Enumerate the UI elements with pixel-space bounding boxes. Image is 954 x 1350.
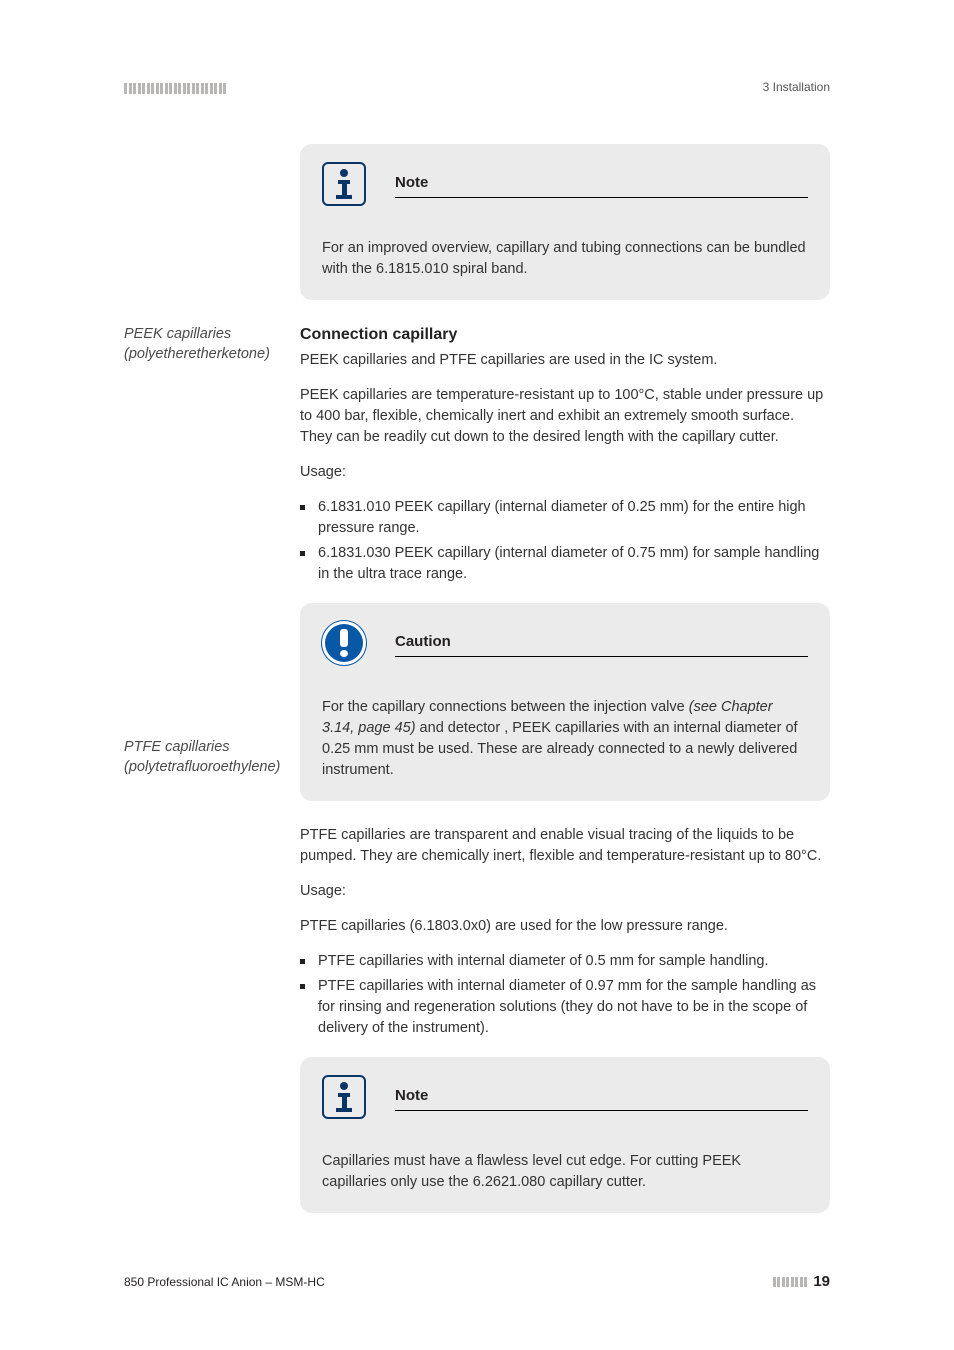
section-label: 3 Installation <box>763 80 830 94</box>
section-heading: Connection capillary <box>300 326 830 344</box>
page-header: 3 Installation <box>124 80 830 94</box>
info-icon <box>322 1075 370 1123</box>
info-icon <box>322 162 370 210</box>
list-item: PTFE capillaries with internal diameter … <box>300 951 830 972</box>
note-body: Capillaries must have a flawless level c… <box>322 1151 808 1193</box>
margin-label-peek: PEEK capillaries (polyetheretherketone) <box>124 325 289 364</box>
ptfe-description: PTFE capillaries are transparent and ena… <box>300 825 830 867</box>
peek-usage-label: Usage: <box>300 462 830 483</box>
header-decoration-bars <box>124 83 226 94</box>
note-callout: Note For an improved overview, capillary… <box>300 144 830 300</box>
margin-label-ptfe: PTFE capillaries (polytetrafluoroethylen… <box>124 738 289 777</box>
ptfe-usage-list: PTFE capillaries with internal diameter … <box>300 951 830 1039</box>
ptfe-usage-line: PTFE capillaries (6.1803.0x0) are used f… <box>300 916 830 937</box>
note-callout: Note Capillaries must have a flawless le… <box>300 1057 830 1213</box>
caution-title: Caution <box>395 633 808 650</box>
note-title: Note <box>395 174 808 191</box>
footer-decoration-bars <box>773 1277 808 1287</box>
note-title: Note <box>395 1087 808 1104</box>
caution-callout: Caution For the capillary connections be… <box>300 603 830 801</box>
section-intro: PEEK capillaries and PTFE capillaries ar… <box>300 350 830 371</box>
peek-description: PEEK capillaries are temperature-resista… <box>300 385 830 448</box>
warning-icon <box>322 621 370 669</box>
list-item: PTFE capillaries with internal diameter … <box>300 976 830 1039</box>
peek-usage-list: 6.1831.010 PEEK capillary (internal diam… <box>300 497 830 585</box>
list-item: 6.1831.030 PEEK capillary (internal diam… <box>300 543 830 585</box>
page-footer: 850 Professional IC Anion – MSM-HC 19 <box>124 1273 830 1290</box>
page-number: 19 <box>813 1273 830 1290</box>
note-body: For an improved overview, capillary and … <box>322 238 808 280</box>
ptfe-usage-label: Usage: <box>300 881 830 902</box>
list-item: 6.1831.010 PEEK capillary (internal diam… <box>300 497 830 539</box>
footer-doc-title: 850 Professional IC Anion – MSM-HC <box>124 1275 325 1289</box>
caution-body: For the capillary connections between th… <box>322 697 808 781</box>
caution-body-pre: For the capillary connections between th… <box>322 699 689 715</box>
